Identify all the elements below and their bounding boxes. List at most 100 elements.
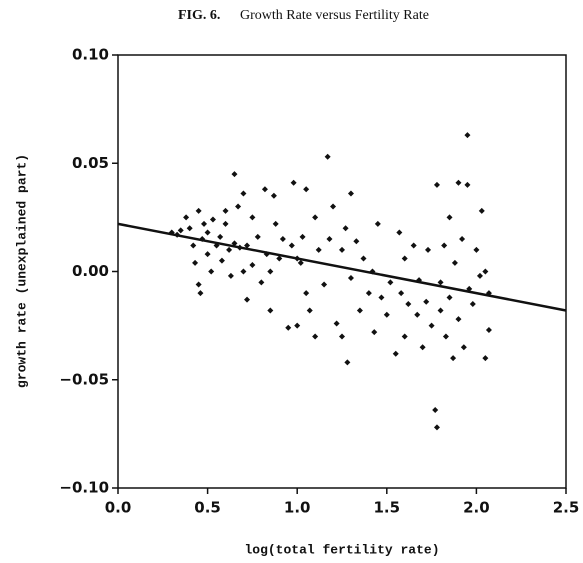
point	[222, 220, 229, 227]
point	[192, 259, 199, 266]
point	[303, 186, 310, 193]
x-tick-label: 1.5	[374, 499, 401, 517]
point	[321, 281, 328, 288]
point	[240, 190, 247, 197]
point	[204, 229, 211, 236]
point	[398, 290, 405, 297]
point	[272, 220, 279, 227]
point	[261, 186, 268, 193]
point	[396, 229, 403, 236]
point	[217, 233, 224, 240]
point	[249, 214, 256, 221]
point	[451, 259, 458, 266]
point	[347, 274, 354, 281]
x-tick-label: 0.5	[194, 499, 221, 517]
point	[423, 298, 430, 305]
point	[401, 333, 408, 340]
point	[288, 242, 295, 249]
y-tick-label: 0.00	[72, 262, 109, 280]
point	[437, 279, 444, 286]
point	[209, 216, 216, 223]
point	[312, 333, 319, 340]
point	[464, 181, 471, 188]
figure-label: FIG. 6.	[178, 8, 220, 23]
y-tick-label: 0.10	[72, 46, 109, 64]
point	[478, 207, 485, 214]
point	[460, 344, 467, 351]
point	[401, 255, 408, 262]
point	[387, 279, 394, 286]
point	[249, 262, 256, 269]
point	[231, 171, 238, 178]
point	[482, 268, 489, 275]
point	[267, 307, 274, 314]
point	[303, 290, 310, 297]
point	[267, 268, 274, 275]
plot-frame	[117, 54, 567, 489]
point	[437, 307, 444, 314]
point	[197, 290, 204, 297]
point	[356, 307, 363, 314]
point	[469, 300, 476, 307]
point	[425, 246, 432, 253]
point	[218, 257, 225, 264]
x-tick-label: 0.0	[105, 499, 132, 517]
point	[383, 311, 390, 318]
point	[333, 320, 340, 327]
point	[392, 350, 399, 357]
point	[360, 255, 367, 262]
point	[315, 246, 322, 253]
point	[240, 268, 247, 275]
point	[279, 236, 286, 243]
point	[258, 279, 265, 286]
point	[374, 220, 381, 227]
y-tick-label: −0.05	[59, 370, 109, 388]
point	[433, 424, 440, 431]
point	[378, 294, 385, 301]
point	[204, 251, 211, 258]
point	[371, 329, 378, 336]
point	[324, 153, 331, 160]
point	[347, 190, 354, 197]
point	[446, 294, 453, 301]
point	[326, 236, 333, 243]
y-axis-label: growth rate (unexplained part)	[14, 154, 29, 388]
point	[226, 246, 233, 253]
fit-line	[117, 222, 567, 312]
point	[285, 324, 292, 331]
point	[208, 268, 215, 275]
point	[195, 207, 202, 214]
y-tick-label: 0.05	[72, 154, 109, 172]
point	[177, 227, 184, 234]
point	[186, 225, 193, 232]
point	[339, 246, 345, 253]
point	[195, 281, 202, 288]
point	[244, 296, 251, 303]
point	[414, 311, 421, 318]
point	[342, 225, 349, 232]
point	[344, 359, 351, 366]
point	[442, 333, 449, 340]
point	[244, 242, 251, 249]
point	[405, 300, 412, 307]
point	[441, 242, 448, 249]
point	[312, 214, 319, 221]
point	[433, 181, 440, 188]
point	[459, 236, 466, 243]
point	[222, 207, 229, 214]
point	[485, 326, 492, 333]
point	[270, 192, 277, 199]
point	[464, 132, 471, 139]
point	[410, 242, 417, 249]
point	[450, 355, 457, 362]
point	[190, 242, 197, 249]
point	[294, 322, 301, 329]
chart-title: Growth Rate versus Fertility Rate	[240, 8, 429, 23]
x-axis-label: log(total fertility rate)	[244, 542, 439, 557]
point	[183, 214, 190, 221]
x-tick-label: 2.0	[463, 499, 490, 517]
point	[227, 272, 234, 279]
point	[297, 259, 304, 266]
point	[476, 272, 483, 279]
